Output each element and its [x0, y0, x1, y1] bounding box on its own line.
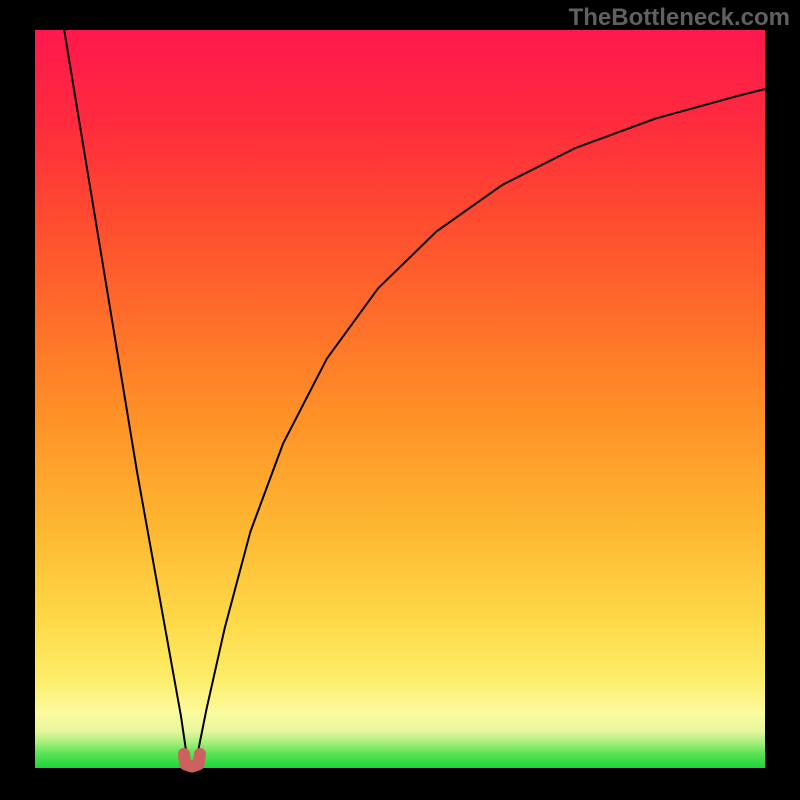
watermark-text: TheBottleneck.com [569, 4, 790, 32]
plot-area [0, 0, 800, 800]
chart-frame: TheBottleneck.com [0, 0, 800, 800]
plot-background [35, 30, 765, 768]
